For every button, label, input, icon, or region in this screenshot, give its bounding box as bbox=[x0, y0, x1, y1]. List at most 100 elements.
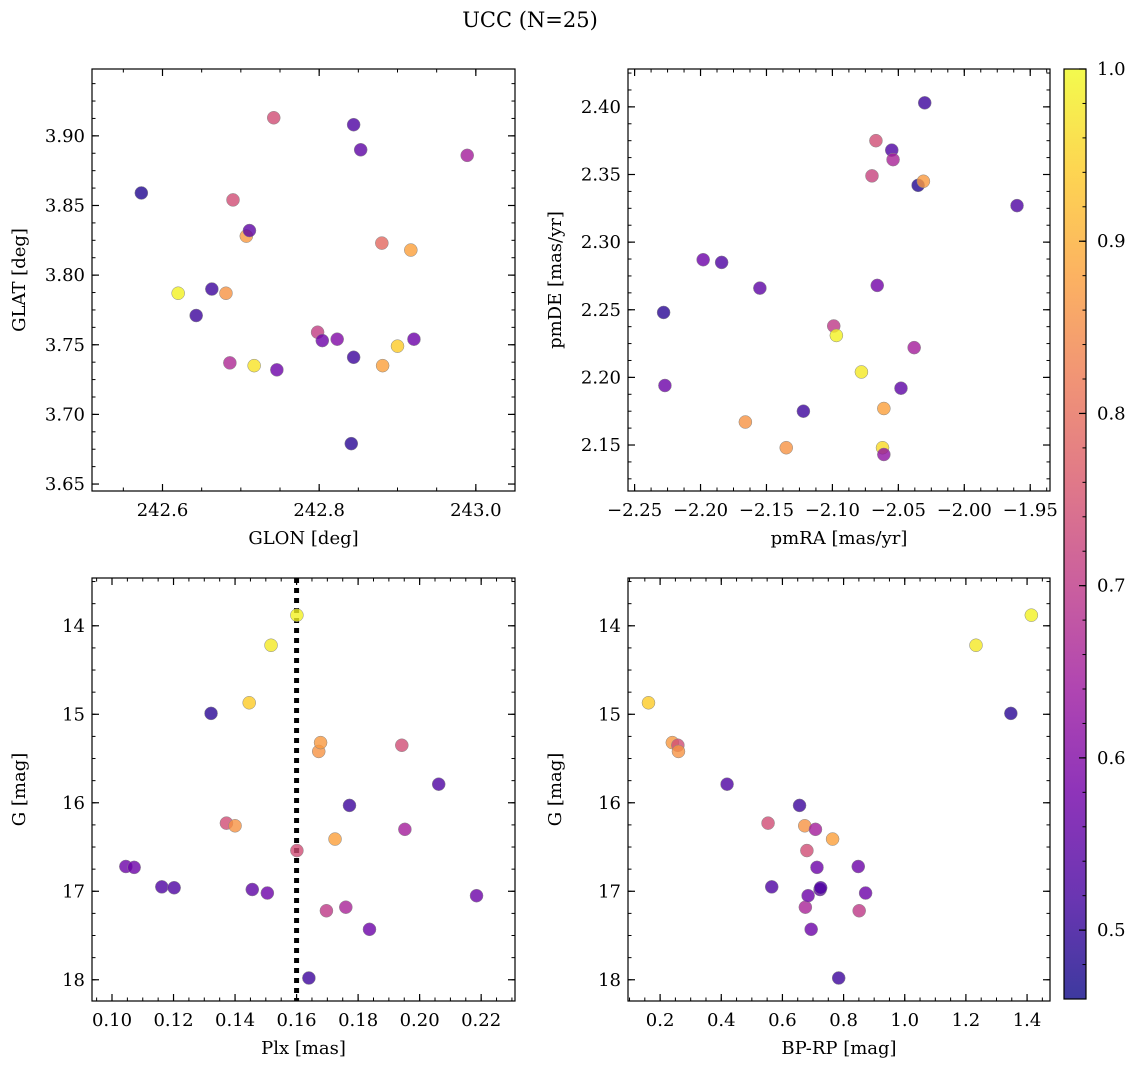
x-tick-label: 0.14 bbox=[215, 1010, 255, 1031]
colorbar-tick-label: 0.9 bbox=[1097, 231, 1126, 252]
data-point bbox=[796, 404, 811, 418]
data-point bbox=[290, 608, 304, 622]
y-axis-label: G [mag] bbox=[9, 753, 30, 826]
x-tick-label: 0.2 bbox=[646, 1010, 675, 1031]
x-tick-label: −2.15 bbox=[739, 500, 794, 521]
data-point bbox=[813, 880, 828, 895]
data-point bbox=[270, 363, 284, 377]
y-tick-label: 17 bbox=[598, 881, 621, 902]
data-point bbox=[764, 880, 779, 894]
panel-top-right: −2.25 −2.20 −2.15 −2.10 −2.05 −2.00 −1.95 2.15 2… bbox=[545, 68, 1058, 549]
data-point bbox=[800, 843, 814, 858]
axes-frame bbox=[627, 68, 1051, 492]
colorbar: 0.5 0.6 0.7 0.8 0.9 1.0 bbox=[1063, 59, 1126, 1000]
data-point bbox=[869, 133, 883, 148]
x-axis-label: pmRA [mas/yr] bbox=[771, 528, 908, 549]
y-tick-label: 3.80 bbox=[45, 265, 85, 286]
data-point bbox=[155, 880, 169, 894]
panels: 242.6 242.8 243.0 3.65 3.70 3.75 3.80 3.85 3.90 G… bbox=[9, 68, 1058, 1059]
y-tick-label: 16 bbox=[598, 793, 621, 814]
data-point bbox=[228, 819, 242, 833]
y-axis-label: GLAT [deg] bbox=[9, 228, 30, 332]
x-tick-label: 242.6 bbox=[137, 500, 189, 521]
data-point bbox=[801, 888, 815, 903]
colorbar-tick-label: 0.8 bbox=[1097, 403, 1126, 424]
data-point bbox=[877, 401, 891, 416]
data-point bbox=[353, 143, 368, 157]
data-point bbox=[877, 447, 891, 462]
panel-top-left: 242.6 242.8 243.0 3.65 3.70 3.75 3.80 3.85 3.90 G… bbox=[9, 68, 516, 549]
data-point bbox=[290, 843, 304, 858]
colorbar-frame bbox=[1063, 68, 1087, 1000]
colorbar-tick-label: 1.0 bbox=[1097, 59, 1126, 80]
data-point bbox=[656, 305, 671, 320]
data-point bbox=[1010, 198, 1024, 213]
colorbar-tick-label: 0.5 bbox=[1097, 920, 1126, 941]
x-tick-label: 0.20 bbox=[400, 1010, 440, 1031]
y-tick-label: 3.65 bbox=[45, 474, 85, 495]
data-point bbox=[264, 638, 278, 653]
y-tick-label: 2.35 bbox=[581, 165, 621, 186]
x-axis-label: GLON [deg] bbox=[248, 528, 358, 549]
data-point bbox=[330, 332, 344, 346]
y-axis-label: pmDE [mas/yr] bbox=[545, 211, 566, 349]
data-point bbox=[342, 798, 357, 813]
data-point bbox=[1024, 608, 1039, 622]
data-point bbox=[404, 243, 418, 257]
x-axis-label: BP-RP [mag] bbox=[781, 1038, 896, 1059]
data-point bbox=[917, 96, 932, 110]
data-point bbox=[831, 971, 846, 985]
data-point bbox=[804, 922, 818, 937]
data-point bbox=[460, 148, 474, 163]
x-tick-label: −2.05 bbox=[871, 500, 926, 521]
data-point bbox=[346, 350, 361, 365]
data-point bbox=[346, 117, 361, 132]
data-point bbox=[390, 339, 405, 353]
data-point bbox=[671, 744, 686, 759]
y-tick-label: 18 bbox=[598, 970, 621, 991]
data-point bbox=[245, 882, 260, 897]
figure-title: UCC (N=25) bbox=[462, 8, 598, 32]
data-point bbox=[431, 777, 446, 791]
x-tick-label: 0.6 bbox=[768, 1010, 797, 1031]
data-point bbox=[865, 169, 879, 183]
x-tick-label: −2.20 bbox=[673, 500, 728, 521]
data-point bbox=[344, 436, 359, 451]
y-tick-label: 2.30 bbox=[581, 232, 621, 253]
x-tick-label: −2.25 bbox=[607, 500, 662, 521]
data-point bbox=[894, 381, 908, 395]
data-point bbox=[189, 308, 203, 323]
data-point bbox=[738, 415, 753, 429]
data-point bbox=[362, 922, 377, 937]
data-point bbox=[226, 193, 240, 207]
y-tick-label: 15 bbox=[598, 704, 621, 725]
data-point bbox=[398, 822, 412, 837]
x-tick-label: 0.16 bbox=[277, 1010, 317, 1031]
y-tick-label: 3.90 bbox=[45, 126, 85, 147]
data-point bbox=[219, 286, 233, 300]
data-point bbox=[870, 278, 884, 293]
colorbar-tick-label: 0.7 bbox=[1097, 576, 1126, 597]
data-point bbox=[916, 174, 931, 189]
data-point bbox=[339, 900, 353, 914]
data-point bbox=[328, 832, 342, 846]
data-point bbox=[395, 738, 409, 753]
data-point bbox=[260, 886, 275, 900]
data-point bbox=[825, 832, 840, 846]
y-tick-label: 14 bbox=[598, 616, 621, 637]
data-point bbox=[205, 282, 219, 296]
x-axis-label: Plx [mas] bbox=[261, 1038, 346, 1059]
x-tick-label: 243.0 bbox=[450, 500, 502, 521]
y-tick-label: 15 bbox=[62, 704, 85, 725]
data-point bbox=[247, 358, 261, 373]
data-point bbox=[302, 971, 316, 985]
x-tick-label: 1.2 bbox=[952, 1010, 981, 1031]
data-point bbox=[808, 822, 823, 837]
axes-frame bbox=[627, 577, 1051, 1002]
x-tick-label: 0.10 bbox=[92, 1010, 132, 1031]
x-tick-label: −2.10 bbox=[805, 500, 860, 521]
colorbar-tick-label: 0.6 bbox=[1097, 748, 1126, 769]
data-point bbox=[852, 903, 866, 918]
data-point bbox=[1004, 706, 1018, 721]
